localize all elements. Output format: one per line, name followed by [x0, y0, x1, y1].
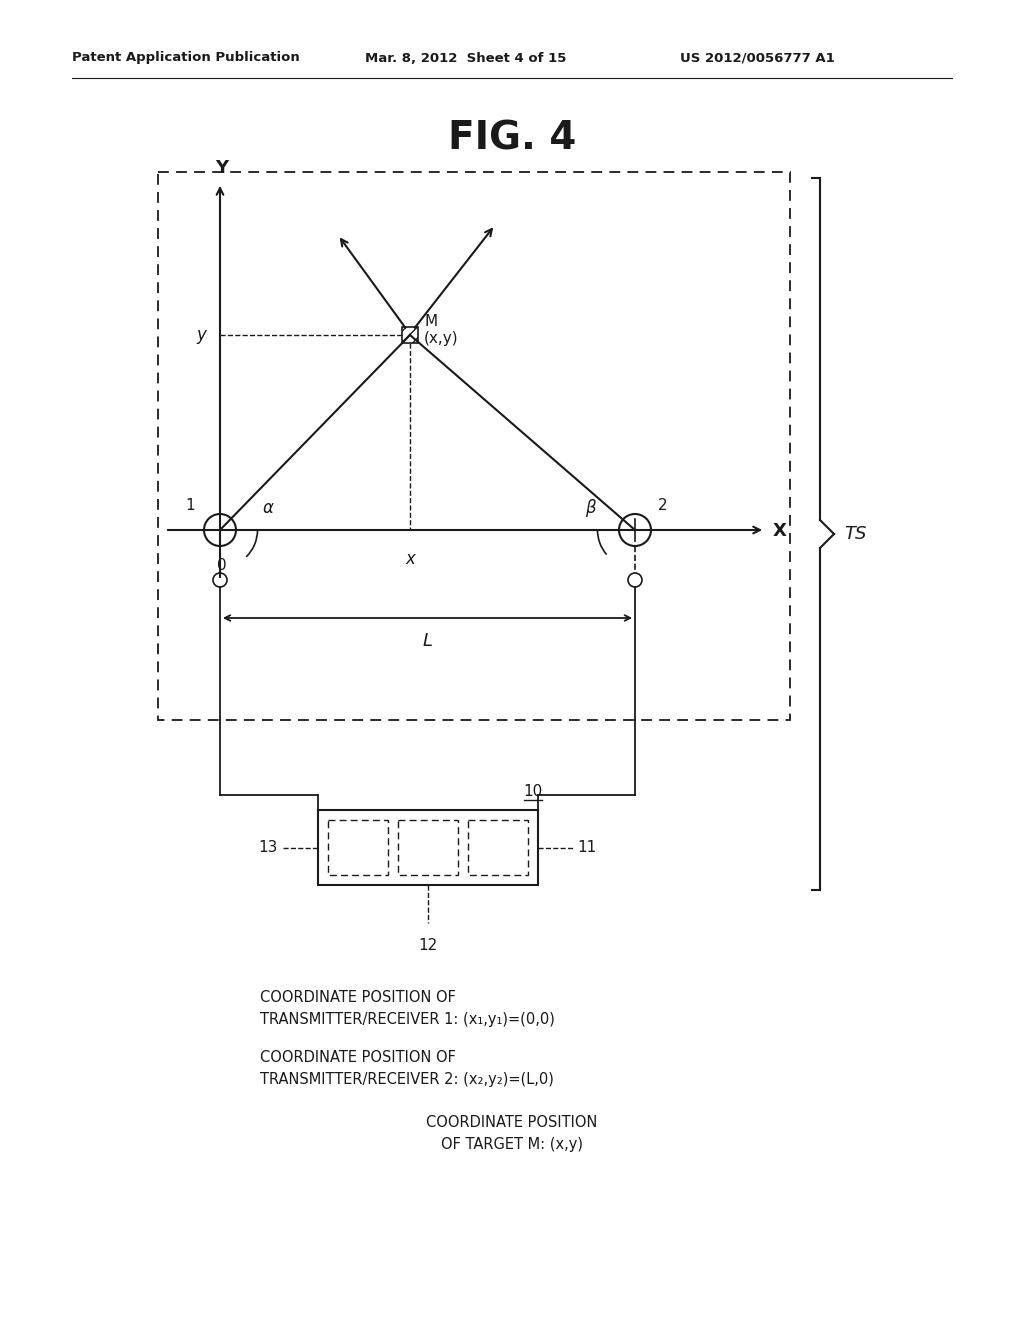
Text: (x,y): (x,y)	[424, 331, 459, 346]
Text: TRANSMITTER/RECEIVER 1: (x₁,y₁)=(0,0): TRANSMITTER/RECEIVER 1: (x₁,y₁)=(0,0)	[260, 1012, 555, 1027]
Text: 1: 1	[185, 499, 195, 513]
Text: FIG. 4: FIG. 4	[447, 119, 577, 157]
Text: 0: 0	[217, 558, 226, 573]
Bar	[158, 172, 790, 719]
Text: Mar. 8, 2012  Sheet 4 of 15: Mar. 8, 2012 Sheet 4 of 15	[365, 51, 566, 65]
Bar	[402, 327, 418, 343]
Bar	[328, 820, 387, 875]
Bar	[397, 820, 458, 875]
Text: 12: 12	[418, 939, 437, 953]
Text: α: α	[262, 499, 273, 517]
Text: 11: 11	[578, 840, 597, 855]
Text: Patent Application Publication: Patent Application Publication	[72, 51, 300, 65]
Text: US 2012/0056777 A1: US 2012/0056777 A1	[680, 51, 835, 65]
Text: 10: 10	[523, 784, 542, 800]
Text: β: β	[585, 499, 595, 517]
Text: TS: TS	[844, 525, 866, 543]
Text: 2: 2	[658, 499, 668, 513]
Bar	[317, 810, 538, 884]
Text: OF TARGET M: (x,y): OF TARGET M: (x,y)	[441, 1137, 583, 1152]
Text: y: y	[197, 326, 206, 345]
Text: COORDINATE POSITION OF: COORDINATE POSITION OF	[260, 990, 456, 1005]
Text: TRANSMITTER/RECEIVER 2: (x₂,y₂)=(L,0): TRANSMITTER/RECEIVER 2: (x₂,y₂)=(L,0)	[260, 1072, 554, 1086]
Text: x: x	[406, 550, 415, 568]
Bar	[468, 820, 527, 875]
Text: M: M	[424, 314, 437, 329]
Text: L: L	[423, 632, 432, 649]
Text: X: X	[773, 521, 786, 540]
Text: COORDINATE POSITION OF: COORDINATE POSITION OF	[260, 1049, 456, 1065]
Text: 13: 13	[258, 840, 278, 855]
Text: COORDINATE POSITION: COORDINATE POSITION	[426, 1115, 598, 1130]
Text: Y: Y	[215, 158, 228, 177]
